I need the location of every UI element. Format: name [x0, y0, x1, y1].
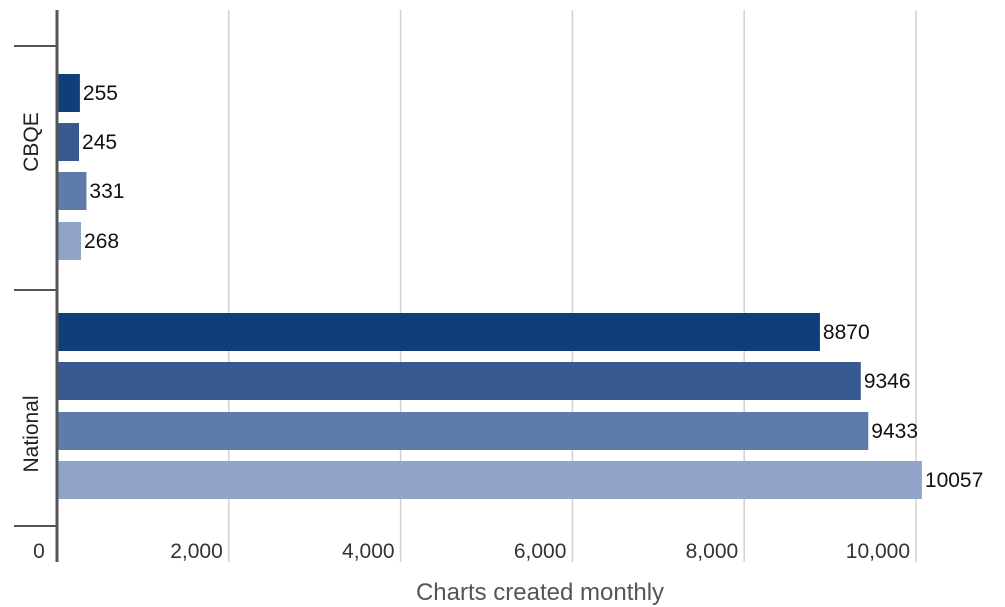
bar-data-label: 331	[89, 180, 124, 203]
x-tick-label: 0	[33, 540, 45, 563]
bar-data-label: 268	[84, 230, 119, 253]
bar-data-label: 9433	[871, 420, 918, 443]
bar-data-label: 8870	[823, 321, 870, 344]
labels: 0 2,000 4,000 6,000 8,000 10,000 255 245 331 268 C…	[20, 82, 983, 563]
bar	[58, 74, 80, 112]
bar-data-label: 9346	[864, 370, 911, 393]
bar-data-label: 245	[82, 131, 117, 154]
bar	[58, 172, 87, 210]
x-axis-title: Charts created monthly	[416, 579, 664, 606]
category-label: CBQE	[20, 112, 43, 172]
x-tick-label: 6,000	[514, 540, 567, 563]
bar-data-label: 255	[83, 82, 118, 105]
bar	[58, 412, 869, 450]
bar-data-label: 10057	[925, 469, 983, 492]
category-label: National	[20, 395, 43, 472]
axes	[14, 10, 59, 562]
x-tick-label: 4,000	[342, 540, 395, 563]
x-tick-label: 8,000	[686, 540, 739, 563]
bar	[58, 313, 820, 351]
x-tick-label: 10,000	[846, 540, 910, 563]
bars	[58, 74, 922, 499]
bar	[58, 222, 82, 260]
x-tick-label: 2,000	[170, 540, 223, 563]
bar	[58, 123, 80, 161]
bar	[58, 461, 922, 499]
bar	[58, 362, 861, 400]
